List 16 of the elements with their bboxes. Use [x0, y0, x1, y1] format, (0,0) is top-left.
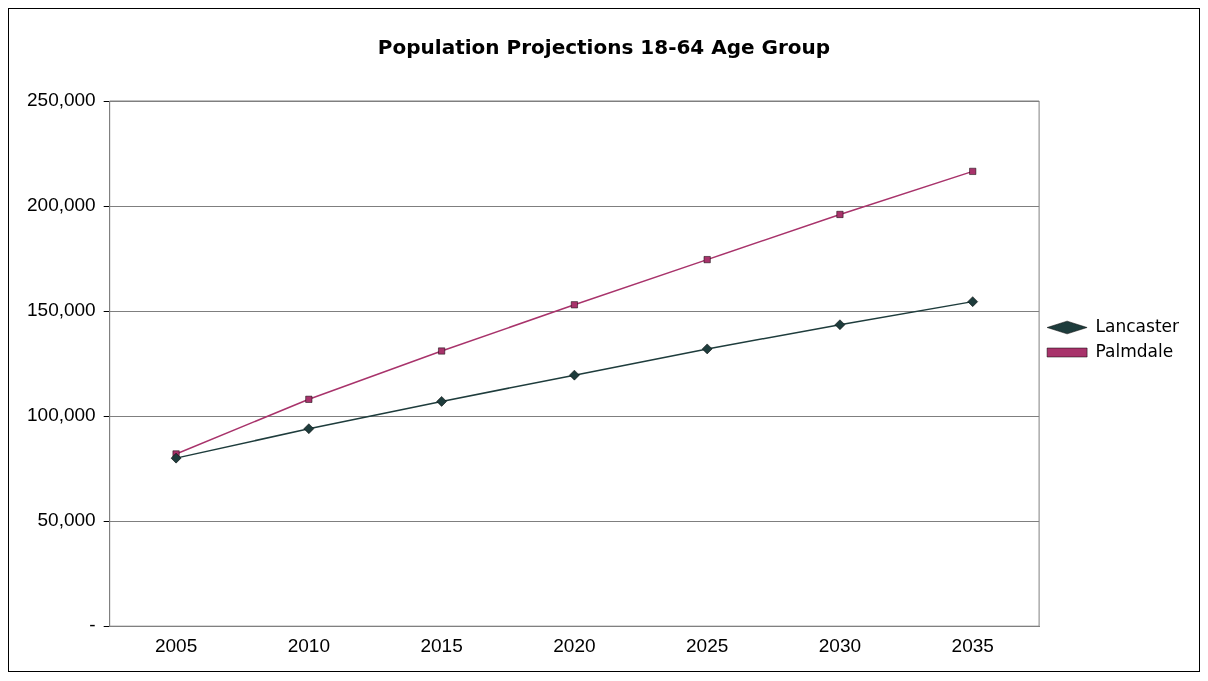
- x-tick-label: 2030: [818, 634, 862, 656]
- x-tick-label: 2035: [951, 634, 994, 656]
- x-tick-label: 2005: [154, 634, 198, 656]
- legend-label: Palmdale: [1095, 340, 1174, 361]
- legend-label: Lancaster: [1095, 315, 1180, 336]
- y-tick-label: 100,000: [26, 404, 96, 426]
- x-tick-label: 2015: [420, 634, 463, 656]
- x-tick-label: 2010: [287, 634, 330, 656]
- y-tick-label: 150,000: [26, 299, 96, 321]
- x-tick-label: 2020: [553, 634, 596, 656]
- y-tick-label: 250,000: [26, 89, 96, 111]
- chart-title: Population Projections 18-64 Age Group: [377, 35, 831, 60]
- y-tick-label: -: [89, 614, 96, 636]
- y-tick-label: 200,000: [26, 194, 96, 216]
- x-tick-label: 2025: [686, 634, 729, 656]
- y-tick-label: 50,000: [37, 509, 96, 531]
